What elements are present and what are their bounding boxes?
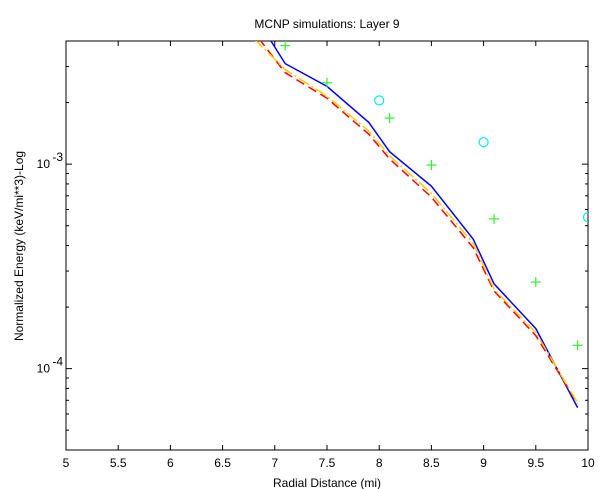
plus-marker xyxy=(322,77,332,88)
x-tick-label: 9.5 xyxy=(527,456,544,470)
circle-marker xyxy=(582,212,588,223)
x-tick-label: 6 xyxy=(167,456,174,470)
plus-marker xyxy=(384,113,395,124)
chart-title: MCNP simulations: Layer 9 xyxy=(254,17,399,31)
x-tick-label: 9 xyxy=(480,456,487,470)
x-tick-label: 7 xyxy=(271,456,278,470)
x-axis: 5 5.5 6 6.5 7 7.5 8 8.5 9 9.5 10 xyxy=(63,41,595,470)
x-tick-label: 7.5 xyxy=(319,456,336,470)
x-tick-label: 8.5 xyxy=(423,456,440,470)
series-line-0 xyxy=(270,41,579,408)
y-tick-label: 10 xyxy=(37,157,51,171)
x-tick-label: 5.5 xyxy=(110,456,127,470)
x-axis-label: Radial Distance (mi) xyxy=(273,476,381,489)
plus-marker xyxy=(426,160,437,171)
x-tick-label: 5 xyxy=(63,456,70,470)
plus-marker xyxy=(530,277,541,288)
series-line-1 xyxy=(259,41,579,404)
y-tick-label: 10 xyxy=(37,362,51,376)
series-layer xyxy=(255,41,588,408)
series-line-2 xyxy=(255,41,579,404)
plus-marker xyxy=(489,213,500,224)
y-axis-label: Normalized Energy (keV/mi**3)-Log xyxy=(12,151,26,341)
y-tick-label-exponent: -3 xyxy=(52,150,63,164)
y-axis: 10-410-3 xyxy=(37,66,588,431)
x-tick-label: 8 xyxy=(376,456,383,470)
plot-area xyxy=(65,40,589,451)
y-tick-label-exponent: -4 xyxy=(52,355,63,369)
plus-marker xyxy=(572,340,583,351)
plus-marker xyxy=(280,41,291,51)
circle-marker xyxy=(478,137,489,148)
x-tick-label: 6.5 xyxy=(214,456,231,470)
circle-marker xyxy=(374,95,385,106)
x-tick-label: 10 xyxy=(581,456,595,470)
